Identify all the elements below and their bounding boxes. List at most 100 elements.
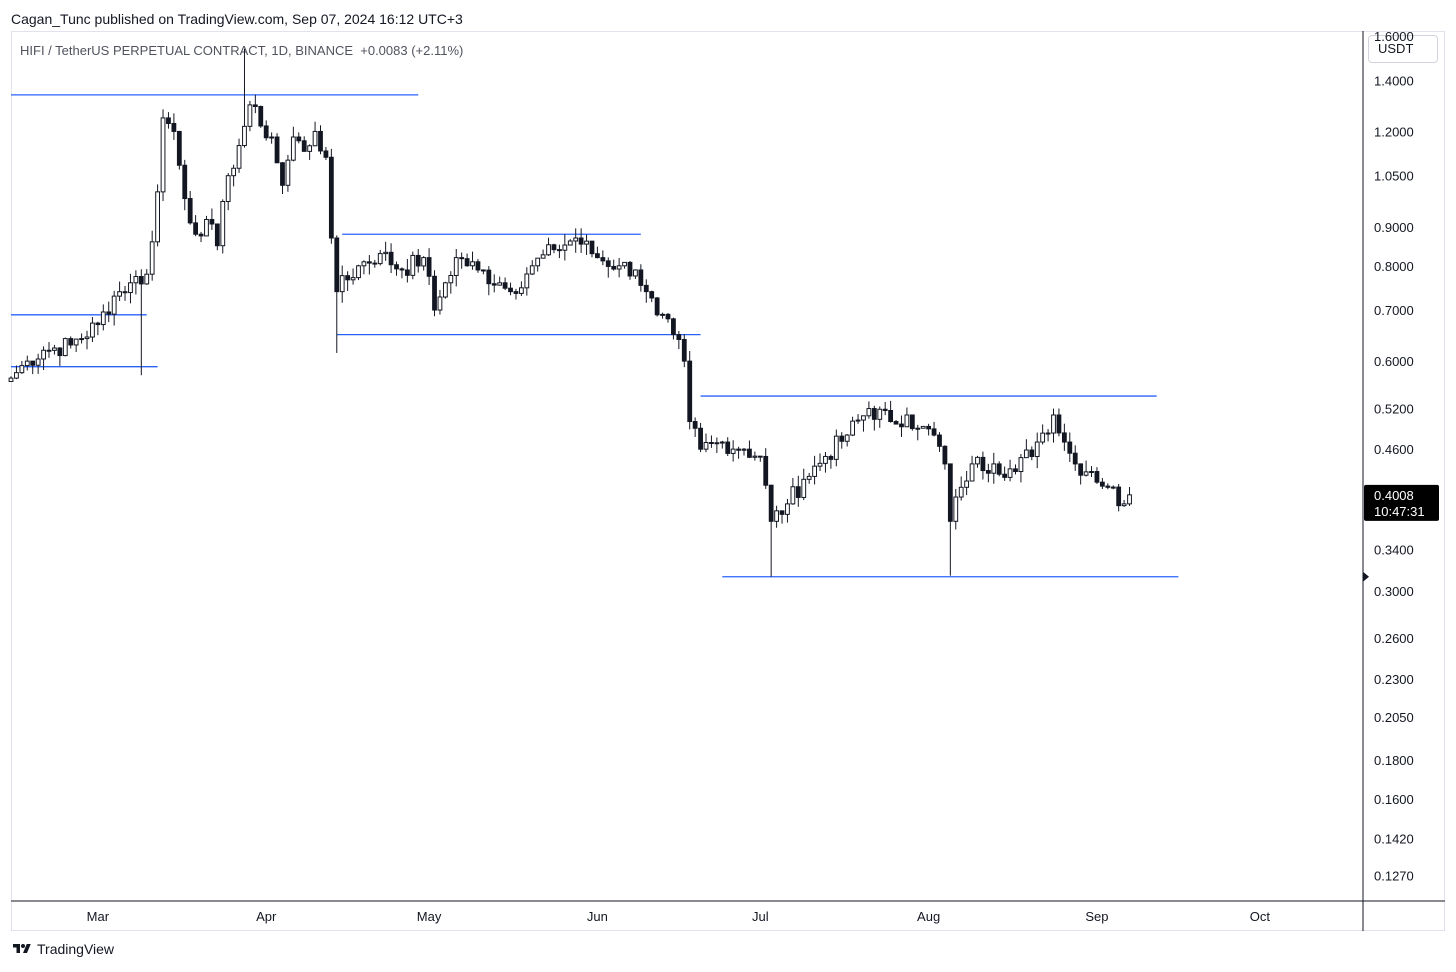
candle-body <box>247 104 253 127</box>
y-tick-label: 0.3400 <box>1374 542 1414 557</box>
candle-body <box>1061 432 1067 443</box>
candle-body <box>491 283 497 286</box>
currency-button[interactable]: USDT <box>1368 35 1438 63</box>
candle-body <box>366 261 372 264</box>
candle-body <box>980 456 986 472</box>
candle-body <box>920 425 926 429</box>
candle-body <box>1034 441 1040 458</box>
candle-body <box>676 334 682 340</box>
candle-body <box>866 408 872 417</box>
candle-body <box>242 125 247 147</box>
candle-body <box>638 269 644 286</box>
candle-body <box>269 136 275 139</box>
candle-body <box>361 261 367 267</box>
candle-body <box>535 257 541 267</box>
y-tick-label: 1.2000 <box>1374 124 1414 139</box>
candle-body <box>502 282 508 289</box>
candle-body <box>915 427 921 430</box>
y-tick-label: 0.1420 <box>1374 832 1414 847</box>
candle-body <box>318 130 323 152</box>
candle-body <box>475 261 481 271</box>
candle-body <box>453 257 459 276</box>
tradingview-logo-icon <box>13 944 31 953</box>
candle-body <box>714 442 720 445</box>
candle-body <box>844 434 850 442</box>
candle-body <box>861 415 866 421</box>
y-tick-label: 0.1270 <box>1374 869 1414 884</box>
candle-body <box>296 136 302 142</box>
candle-body <box>931 428 937 436</box>
x-tick-label: Oct <box>1250 909 1271 924</box>
candle-body <box>111 295 117 315</box>
y-tick-label: 0.4600 <box>1374 442 1414 457</box>
y-tick-label: 0.7000 <box>1374 303 1414 318</box>
candle-body <box>1018 457 1024 473</box>
candle-body <box>274 136 280 164</box>
y-tick-label: 0.1600 <box>1374 792 1414 807</box>
candle-body <box>8 377 14 382</box>
candle-body <box>95 322 101 326</box>
candle-body <box>448 274 454 284</box>
candle-body <box>404 269 410 276</box>
candle-body <box>1083 471 1089 476</box>
candle-body <box>1116 486 1122 507</box>
candle-body <box>35 358 41 366</box>
candle-body <box>117 291 122 297</box>
candle-body <box>627 261 633 277</box>
chart-title: HIFI / TetherUS PERPETUAL CONTRACT, 1D, … <box>20 43 464 58</box>
candle-body <box>529 265 535 275</box>
candle-body <box>19 365 25 374</box>
candle-body <box>833 435 839 460</box>
candle-body <box>176 130 182 166</box>
candle-body <box>703 442 709 450</box>
candle-body <box>470 261 475 267</box>
candle-body <box>649 291 655 299</box>
y-tick-label: 0.6000 <box>1374 354 1414 369</box>
candle-body <box>144 273 150 285</box>
candle-body <box>546 244 551 256</box>
candle-body <box>1045 432 1051 435</box>
candle-body <box>817 462 823 467</box>
candle-body <box>323 150 329 158</box>
candle-body <box>567 240 573 246</box>
candle-body <box>605 260 611 267</box>
candle-body <box>540 254 546 259</box>
candle-body <box>1127 494 1132 505</box>
candle-body <box>687 360 693 423</box>
candle-body <box>334 237 340 293</box>
candle-body <box>84 336 90 340</box>
candle-body <box>812 465 817 477</box>
y-tick-label: 1.6000 <box>1374 29 1414 44</box>
candle-body <box>1099 481 1105 487</box>
candle-body <box>377 253 383 265</box>
candle-body <box>969 463 975 482</box>
x-tick-label: May <box>417 909 442 924</box>
candle-body <box>182 164 188 200</box>
footer-logo[interactable]: TradingView <box>11 941 114 957</box>
candle-body <box>138 276 144 285</box>
candle-body <box>768 484 774 522</box>
candle-body <box>388 251 394 266</box>
candle-body <box>62 338 68 357</box>
candle-body <box>991 463 997 474</box>
candle-body <box>947 463 953 522</box>
candle-body <box>312 130 318 147</box>
candle-body <box>1007 468 1013 478</box>
candle-body <box>584 240 589 245</box>
candle-body <box>459 257 465 260</box>
candle-body <box>1072 452 1078 465</box>
candle-body <box>133 276 139 284</box>
candle-body <box>356 265 361 279</box>
candle-body <box>660 313 665 316</box>
candle-body <box>1094 471 1100 483</box>
candle-body <box>1029 449 1035 458</box>
candle-body <box>877 408 883 420</box>
candle-body <box>122 291 128 294</box>
x-tick-label: Jul <box>752 909 769 924</box>
x-tick-label: Aug <box>917 909 940 924</box>
y-tick-label: 0.8000 <box>1374 259 1414 274</box>
candle-body <box>187 198 193 224</box>
candle-body <box>301 140 307 152</box>
candle-body <box>263 125 269 139</box>
